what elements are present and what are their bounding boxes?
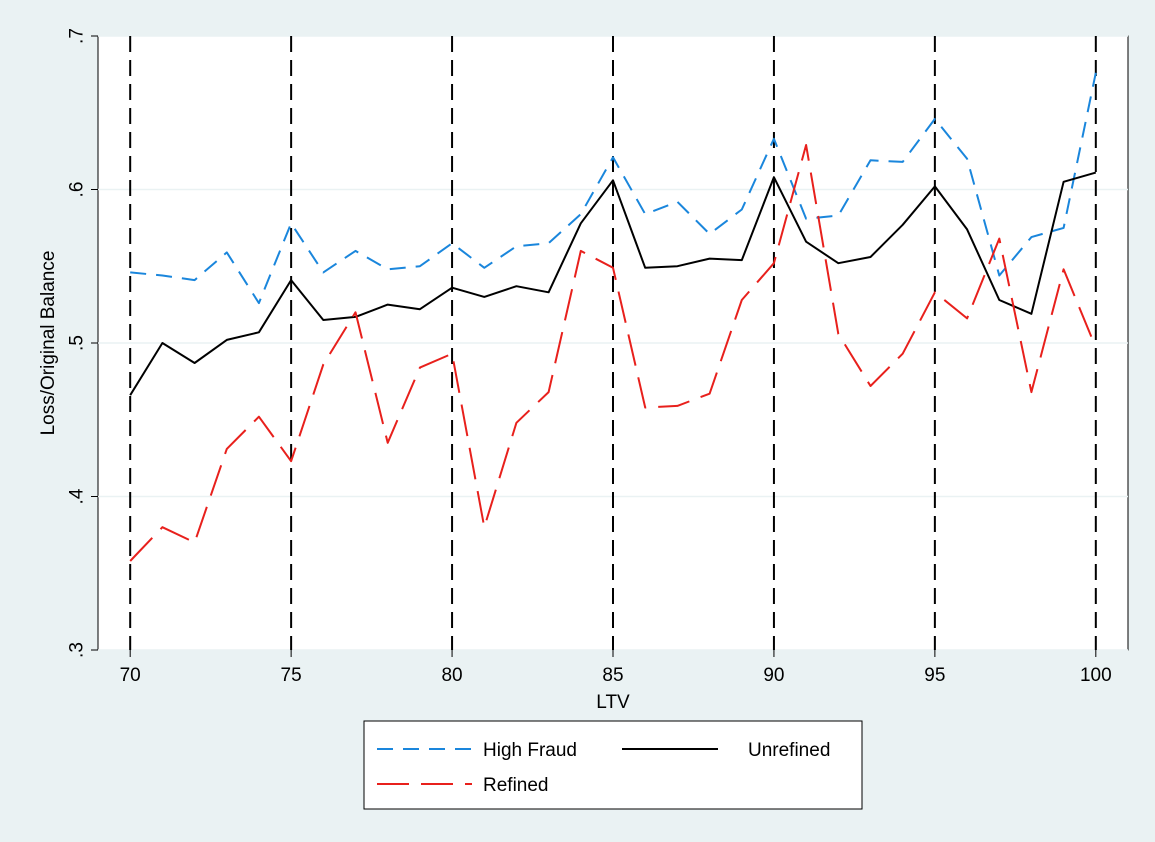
y-tick-label: .5 (67, 335, 88, 351)
series-line-high-fraud (130, 72, 1097, 305)
x-tick-label: 95 (924, 665, 945, 686)
legend-box (363, 720, 863, 810)
legend: High Fraud Unrefined Refined (363, 720, 863, 810)
series-line-refined (129, 144, 1097, 562)
legend-label-refined: Refined (483, 775, 549, 796)
y-axis-label: Loss/Original Balance (38, 251, 59, 436)
series-lines (129, 72, 1097, 562)
y-tick-label: .7 (67, 28, 88, 44)
y-tick-label: .3 (67, 642, 88, 658)
x-axis-label: LTV (596, 692, 630, 713)
x-tick-label: 80 (441, 665, 462, 686)
y-tick-label: .4 (67, 488, 88, 504)
y-axis: .3 .4 .5 .6 .7 (67, 28, 98, 658)
x-tick-label: 70 (120, 665, 141, 686)
reference-lines (129, 36, 1097, 650)
series-line-unrefined (129, 171, 1097, 396)
legend-label-unrefined: Unrefined (748, 740, 830, 761)
x-tick-label: 75 (281, 665, 302, 686)
x-tick-label: 100 (1080, 665, 1112, 686)
x-tick-label: 90 (763, 665, 784, 686)
legend-label-high-fraud: High Fraud (483, 740, 577, 761)
x-tick-label: 85 (602, 665, 623, 686)
y-tick-label: .6 (67, 182, 88, 198)
x-axis: 70 75 80 85 90 95 100 (120, 650, 1112, 686)
